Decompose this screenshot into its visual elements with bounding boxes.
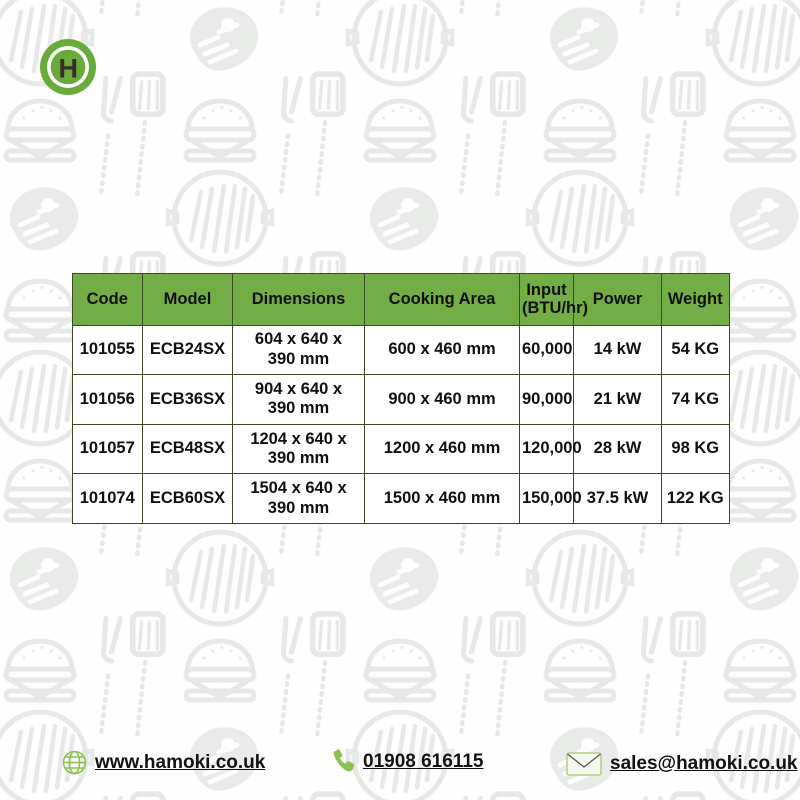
svg-text:H: H xyxy=(59,54,79,84)
